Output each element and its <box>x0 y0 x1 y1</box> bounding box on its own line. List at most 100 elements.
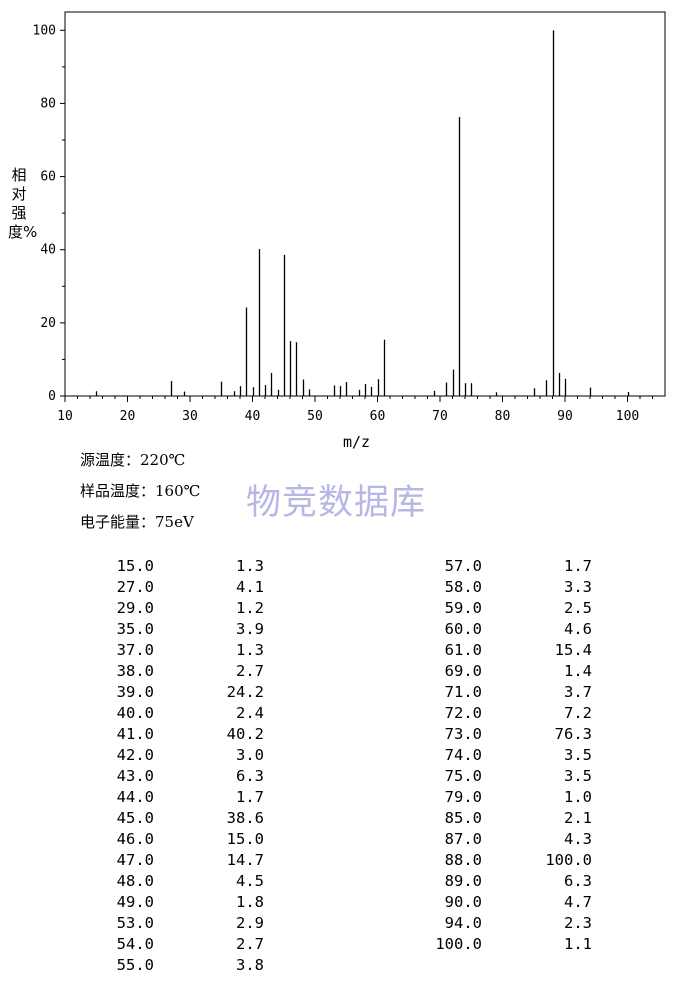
peak-intensity-value: 1.1 <box>564 935 592 953</box>
peak-mz-value: 44.0 <box>116 788 154 806</box>
peak-table-row: 59.0 2.5 <box>420 598 592 619</box>
peak-mz-value: 35.0 <box>116 620 154 638</box>
peak-table-row: 49.0 1.8 <box>90 892 264 913</box>
x-tick-label: 20 <box>120 409 136 424</box>
peak-intensity-value: 3.0 <box>236 746 264 764</box>
x-tick-label: 70 <box>432 409 448 424</box>
peak-mz-value: 100.0 <box>435 935 482 953</box>
peak-intensity-value: 3.7 <box>564 683 592 701</box>
peak-mz-value: 74.0 <box>444 746 482 764</box>
peak-table-row: 39.0 24.2 <box>90 682 264 703</box>
peak-table-row: 45.0 38.6 <box>90 808 264 829</box>
peak-table-row: 57.0 1.7 <box>420 556 592 577</box>
peak-table-row: 87.0 4.3 <box>420 829 592 850</box>
peak-intensity-value: 1.3 <box>236 641 264 659</box>
peak-table-row: 44.0 1.7 <box>90 787 264 808</box>
peak-intensity-value: 1.0 <box>564 788 592 806</box>
y-axis-label: 相对强度% <box>8 166 38 242</box>
peak-table-row: 35.0 3.9 <box>90 619 264 640</box>
peak-intensity-value: 15.4 <box>554 641 592 659</box>
peak-intensity-value: 1.4 <box>564 662 592 680</box>
peak-intensity-value: 2.5 <box>564 599 592 617</box>
peak-intensity-value: 40.2 <box>226 725 264 743</box>
peak-mz-value: 47.0 <box>116 851 154 869</box>
peak-mz-value: 88.0 <box>444 851 482 869</box>
peak-table-row: 88.0 100.0 <box>420 850 592 871</box>
peak-intensity-value: 6.3 <box>236 767 264 785</box>
peak-table-row: 90.0 4.7 <box>420 892 592 913</box>
peak-mz-value: 29.0 <box>116 599 154 617</box>
peak-table-row: 37.0 1.3 <box>90 640 264 661</box>
peak-intensity-value: 1.2 <box>236 599 264 617</box>
peak-mz-value: 43.0 <box>116 767 154 785</box>
peak-intensity-value: 14.7 <box>226 851 264 869</box>
peak-mz-value: 85.0 <box>444 809 482 827</box>
peak-table-row: 58.0 3.3 <box>420 577 592 598</box>
peak-intensity-value: 76.3 <box>554 725 592 743</box>
peak-mz-value: 53.0 <box>116 914 154 932</box>
peak-mz-value: 79.0 <box>444 788 482 806</box>
y-tick-label: 100 <box>33 23 56 38</box>
electron-energy-label: 电子能量： <box>80 513 156 531</box>
peak-table-row: 48.0 4.5 <box>90 871 264 892</box>
peak-table-row: 27.0 4.1 <box>90 577 264 598</box>
peak-mz-value: 45.0 <box>116 809 154 827</box>
peak-mz-value: 90.0 <box>444 893 482 911</box>
peak-table-right: 57.0 1.7 58.0 3.3 59.0 2.5 60.0 4.6 61.0 15.4 69.0… <box>420 556 592 955</box>
peak-table-row: 69.0 1.4 <box>420 661 592 682</box>
peak-table-row: 29.0 1.2 <box>90 598 264 619</box>
x-tick-label: 60 <box>370 409 386 424</box>
peak-table-row: 79.0 1.0 <box>420 787 592 808</box>
peak-table-row: 42.0 3.0 <box>90 745 264 766</box>
y-axis: 0 20 40 60 80 100 <box>33 23 65 404</box>
peak-mz-value: 54.0 <box>116 935 154 953</box>
peak-intensity-value: 4.7 <box>564 893 592 911</box>
peak-table-row: 60.0 4.6 <box>420 619 592 640</box>
peak-mz-value: 60.0 <box>444 620 482 638</box>
peak-intensity-value: 4.6 <box>564 620 592 638</box>
peak-mz-value: 69.0 <box>444 662 482 680</box>
peak-intensity-value: 2.1 <box>564 809 592 827</box>
watermark: 物竞数据库 <box>246 483 427 523</box>
peak-mz-value: 61.0 <box>444 641 482 659</box>
peak-table-row: 72.0 7.2 <box>420 703 592 724</box>
peak-mz-value: 48.0 <box>116 872 154 890</box>
peak-mz-value: 72.0 <box>444 704 482 722</box>
peak-table-row: 73.0 76.3 <box>420 724 592 745</box>
peak-mz-value: 42.0 <box>116 746 154 764</box>
peak-bars <box>95 30 630 396</box>
y-tick-label: 40 <box>40 243 56 258</box>
x-tick-label: 50 <box>307 409 323 424</box>
peak-table-row: 85.0 2.1 <box>420 808 592 829</box>
peak-intensity-value: 3.8 <box>236 956 264 974</box>
peak-intensity-value: 4.5 <box>236 872 264 890</box>
y-axis-label-text: 相对强度% <box>8 166 38 241</box>
electron-energy: 电子能量：75eV <box>80 511 194 532</box>
sample-temperature-value: 160℃ <box>155 482 201 500</box>
peak-table-row: 71.0 3.7 <box>420 682 592 703</box>
peak-mz-value: 37.0 <box>116 641 154 659</box>
peak-table-row: 75.0 3.5 <box>420 766 592 787</box>
peak-table-row: 15.0 1.3 <box>90 556 264 577</box>
peak-intensity-value: 1.7 <box>564 557 592 575</box>
peak-mz-value: 49.0 <box>116 893 154 911</box>
sample-temperature-label: 样品温度： <box>80 482 156 500</box>
peak-intensity-value: 2.4 <box>236 704 264 722</box>
x-tick-label: 40 <box>245 409 261 424</box>
peak-mz-value: 71.0 <box>444 683 482 701</box>
peak-intensity-value: 38.6 <box>226 809 264 827</box>
peak-mz-value: 57.0 <box>444 557 482 575</box>
peak-mz-value: 38.0 <box>116 662 154 680</box>
peak-mz-value: 27.0 <box>116 578 154 596</box>
peak-mz-value: 40.0 <box>116 704 154 722</box>
y-tick-label: 0 <box>48 389 56 404</box>
y-tick-label: 80 <box>40 96 56 111</box>
peak-intensity-value: 7.2 <box>564 704 592 722</box>
x-tick-label: 90 <box>557 409 573 424</box>
peak-mz-value: 15.0 <box>116 557 154 575</box>
peak-table-row: 47.0 14.7 <box>90 850 264 871</box>
peak-table-row: 100.0 1.1 <box>420 934 592 955</box>
x-tick-label: 10 <box>57 409 73 424</box>
peak-intensity-value: 2.7 <box>236 935 264 953</box>
peak-table-row: 89.0 6.3 <box>420 871 592 892</box>
